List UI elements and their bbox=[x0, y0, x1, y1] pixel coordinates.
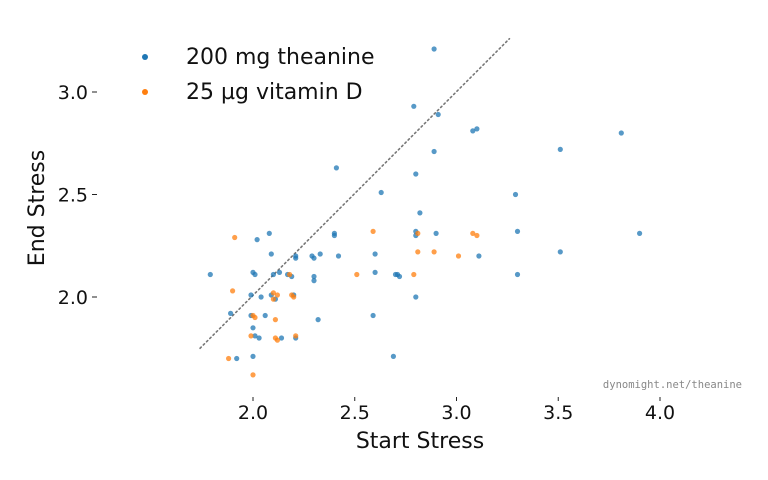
point-theanine-12 bbox=[258, 294, 264, 300]
point-vitamin-d-20 bbox=[415, 230, 421, 236]
point-vitamin-d-5 bbox=[250, 372, 256, 378]
legend-marker-vitamin-d bbox=[142, 89, 148, 95]
point-theanine-60 bbox=[514, 271, 521, 278]
x-tick-label: 3.0 bbox=[441, 402, 471, 424]
point-vitamin-d-1 bbox=[230, 288, 236, 294]
watermark: dynomight.net/theanine bbox=[603, 379, 742, 391]
point-theanine-44 bbox=[396, 273, 403, 280]
point-theanine-58 bbox=[512, 191, 519, 198]
point-vitamin-d-9 bbox=[272, 317, 278, 323]
point-vitamin-d-0 bbox=[226, 355, 232, 362]
x-tick-label: 2.5 bbox=[340, 402, 370, 424]
point-theanine-25 bbox=[293, 255, 299, 261]
point-vitamin-d-21 bbox=[415, 249, 421, 255]
point-theanine-32 bbox=[317, 251, 323, 257]
x-axis-title: Start Stress bbox=[356, 429, 484, 454]
point-theanine-50 bbox=[417, 210, 423, 216]
point-theanine-17 bbox=[270, 271, 276, 278]
points-layer bbox=[207, 46, 643, 378]
point-theanine-9 bbox=[252, 333, 258, 339]
point-vitamin-d-13 bbox=[287, 271, 293, 278]
point-theanine-29 bbox=[311, 273, 317, 280]
point-theanine-8 bbox=[250, 325, 256, 331]
point-theanine-40 bbox=[378, 189, 384, 196]
point-theanine-20 bbox=[278, 335, 285, 341]
point-theanine-7 bbox=[254, 237, 260, 243]
point-theanine-28 bbox=[311, 255, 317, 261]
point-theanine-63 bbox=[618, 130, 624, 136]
point-theanine-3 bbox=[248, 292, 254, 298]
point-theanine-54 bbox=[435, 111, 441, 118]
point-vitamin-d-2 bbox=[232, 234, 238, 241]
point-theanine-62 bbox=[557, 249, 563, 255]
point-vitamin-d-12 bbox=[274, 292, 280, 298]
point-vitamin-d-19 bbox=[411, 271, 417, 278]
point-theanine-31 bbox=[315, 317, 321, 323]
point-theanine-39 bbox=[372, 269, 378, 275]
point-theanine-64 bbox=[637, 230, 643, 236]
y-tick-label: 2.5 bbox=[58, 185, 88, 207]
point-vitamin-d-25 bbox=[474, 232, 480, 239]
point-theanine-51 bbox=[431, 46, 437, 52]
legend: 200 mg theanine 25 µg vitamin D bbox=[142, 45, 375, 105]
point-theanine-36 bbox=[335, 253, 342, 259]
point-vitamin-d-16 bbox=[293, 333, 299, 339]
axes-layer: 2.0 2.5 3.0 3.5 4.0 2.0 2.5 3.0 bbox=[58, 82, 675, 424]
point-theanine-53 bbox=[433, 230, 439, 236]
point-theanine-49 bbox=[413, 294, 419, 300]
point-theanine-1 bbox=[228, 310, 234, 316]
point-theanine-2 bbox=[234, 355, 240, 362]
point-theanine-57 bbox=[476, 253, 482, 259]
point-theanine-6 bbox=[252, 271, 258, 278]
legend-label-vitamin-d: 25 µg vitamin D bbox=[186, 80, 363, 105]
point-theanine-45 bbox=[411, 103, 417, 109]
point-theanine-11 bbox=[250, 353, 256, 359]
point-theanine-30 bbox=[311, 278, 317, 284]
y-tick-label: 2.0 bbox=[58, 287, 88, 309]
x-tick-label: 3.5 bbox=[543, 402, 573, 424]
point-vitamin-d-15 bbox=[291, 294, 297, 300]
y-tick-label: 3.0 bbox=[58, 82, 88, 104]
point-vitamin-d-23 bbox=[455, 253, 462, 259]
point-theanine-37 bbox=[370, 312, 376, 319]
x-tick-label: 2.0 bbox=[238, 402, 268, 424]
point-theanine-55 bbox=[470, 128, 476, 134]
point-theanine-41 bbox=[390, 353, 396, 359]
point-theanine-46 bbox=[413, 171, 419, 177]
legend-marker-theanine bbox=[142, 54, 148, 60]
y-axis-title: End Stress bbox=[25, 150, 50, 266]
point-vitamin-d-17 bbox=[354, 271, 360, 278]
point-theanine-38 bbox=[372, 251, 378, 257]
point-vitamin-d-8 bbox=[270, 296, 276, 302]
point-theanine-14 bbox=[266, 230, 272, 236]
point-theanine-61 bbox=[557, 146, 563, 152]
point-vitamin-d-22 bbox=[431, 249, 437, 255]
point-vitamin-d-3 bbox=[248, 333, 254, 339]
point-vitamin-d-18 bbox=[370, 228, 376, 234]
point-vitamin-d-7 bbox=[270, 290, 276, 296]
point-theanine-15 bbox=[268, 251, 274, 257]
point-theanine-56 bbox=[474, 126, 480, 132]
point-vitamin-d-6 bbox=[252, 314, 258, 321]
point-vitamin-d-24 bbox=[470, 230, 476, 236]
x-tick-label: 4.0 bbox=[645, 402, 675, 424]
point-theanine-52 bbox=[431, 148, 437, 155]
point-vitamin-d-11 bbox=[274, 337, 280, 343]
point-theanine-19 bbox=[276, 269, 283, 275]
point-theanine-59 bbox=[514, 228, 521, 234]
legend-label-theanine: 200 mg theanine bbox=[186, 45, 375, 70]
point-theanine-35 bbox=[333, 165, 339, 171]
point-theanine-10 bbox=[256, 335, 262, 341]
point-theanine-34 bbox=[331, 232, 337, 239]
point-theanine-0 bbox=[207, 271, 213, 278]
point-theanine-13 bbox=[262, 312, 268, 319]
